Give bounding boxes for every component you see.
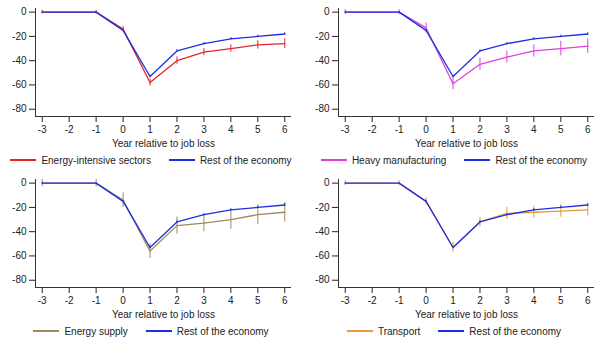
svg-text:2: 2 (174, 124, 180, 135)
svg-text:1: 1 (450, 295, 456, 306)
svg-text:-2: -2 (368, 295, 377, 306)
svg-text:-80: -80 (12, 274, 27, 285)
html-text:Rest of the economy: Rest of the economy (199, 154, 292, 166)
svg-text:2: 2 (477, 295, 483, 306)
svg-text:-80: -80 (12, 103, 27, 114)
html-text:Energy-intensive sectors: Energy-intensive sectors (41, 154, 151, 166)
svg-text:-3: -3 (38, 124, 47, 135)
svg-text:-80: -80 (315, 274, 330, 285)
html-text:Energy supply: Energy supply (64, 325, 128, 337)
svg-text:4: 4 (228, 295, 234, 306)
svg-text:-1: -1 (92, 124, 101, 135)
svg-text:0: 0 (21, 6, 27, 17)
svg-text:-1: -1 (92, 295, 101, 306)
svg-text:-80: -80 (315, 103, 330, 114)
html-text:Heavy manufacturing: Heavy manufacturing (351, 154, 447, 166)
svg-text:4: 4 (228, 124, 234, 135)
svg-text:3: 3 (504, 295, 510, 306)
svg-text:-1: -1 (395, 124, 404, 135)
svg-text:3: 3 (201, 295, 207, 306)
svg-text:5: 5 (255, 295, 261, 306)
svg-text:Year relative to job loss: Year relative to job loss (415, 309, 518, 320)
svg-text:4: 4 (531, 124, 537, 135)
svg-text:5: 5 (255, 124, 261, 135)
svg-text:1: 1 (147, 124, 153, 135)
svg-text:-3: -3 (341, 124, 350, 135)
svg-text:-40: -40 (12, 55, 27, 66)
svg-text:-20: -20 (315, 31, 330, 42)
svg-text:2: 2 (477, 124, 483, 135)
svg-text:-40: -40 (315, 55, 330, 66)
svg-text:0: 0 (120, 295, 126, 306)
svg-text:6: 6 (585, 295, 591, 306)
svg-text:-3: -3 (341, 295, 350, 306)
svg-text:0: 0 (120, 124, 126, 135)
svg-text:6: 6 (282, 124, 288, 135)
svg-text:-60: -60 (12, 79, 27, 90)
svg-text:-20: -20 (12, 31, 27, 42)
svg-text:-60: -60 (315, 79, 330, 90)
svg-text:0: 0 (21, 177, 27, 188)
svg-text:-3: -3 (38, 295, 47, 306)
svg-text:-40: -40 (315, 226, 330, 237)
svg-text:3: 3 (504, 124, 510, 135)
svg-text:-2: -2 (65, 124, 74, 135)
svg-text:0: 0 (324, 177, 330, 188)
html-text:Rest of the economy: Rest of the economy (495, 154, 588, 166)
svg-text:-60: -60 (315, 250, 330, 261)
svg-text:-60: -60 (12, 250, 27, 261)
svg-text:5: 5 (558, 124, 564, 135)
html-text:Rest of the economy: Rest of the economy (469, 325, 562, 337)
svg-text:1: 1 (147, 295, 153, 306)
svg-text:-20: -20 (315, 202, 330, 213)
svg-text:0: 0 (324, 6, 330, 17)
svg-text:Year relative to job loss: Year relative to job loss (112, 309, 215, 320)
svg-text:2: 2 (174, 295, 180, 306)
svg-text:-2: -2 (368, 124, 377, 135)
svg-text:1: 1 (450, 124, 456, 135)
html-text:Rest of the economy: Rest of the economy (176, 325, 269, 337)
svg-text:5: 5 (558, 295, 564, 306)
svg-text:0: 0 (423, 295, 429, 306)
svg-text:Year relative to job loss: Year relative to job loss (415, 138, 518, 149)
svg-text:6: 6 (585, 124, 591, 135)
svg-text:-2: -2 (65, 295, 74, 306)
svg-text:Year relative to job loss: Year relative to job loss (112, 138, 215, 149)
svg-text:-40: -40 (12, 226, 27, 237)
html-text:Transport: Transport (377, 325, 421, 337)
svg-text:-20: -20 (12, 202, 27, 213)
svg-text:4: 4 (531, 295, 537, 306)
svg-text:3: 3 (201, 124, 207, 135)
svg-text:6: 6 (282, 295, 288, 306)
svg-text:0: 0 (423, 124, 429, 135)
svg-text:-1: -1 (395, 295, 404, 306)
